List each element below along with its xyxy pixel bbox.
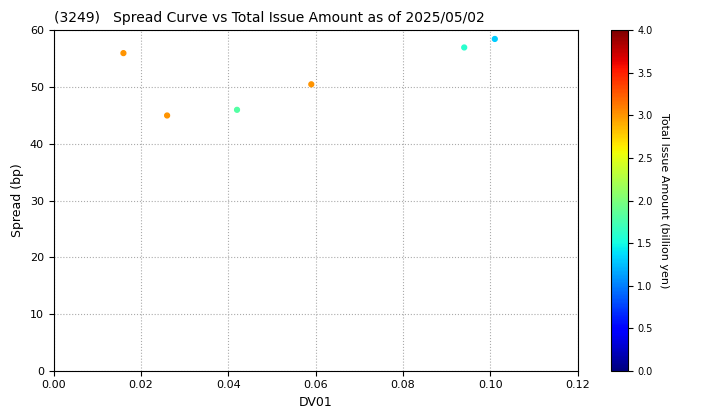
Text: (3249)   Spread Curve vs Total Issue Amount as of 2025/05/02: (3249) Spread Curve vs Total Issue Amoun… <box>53 11 485 25</box>
Y-axis label: Total Issue Amount (billion yen): Total Issue Amount (billion yen) <box>660 113 670 288</box>
Point <box>161 112 173 119</box>
X-axis label: DV01: DV01 <box>299 396 333 409</box>
Point <box>305 81 317 88</box>
Point <box>489 36 500 42</box>
Point <box>231 106 243 113</box>
Point <box>117 50 129 56</box>
Point <box>459 44 470 51</box>
Y-axis label: Spread (bp): Spread (bp) <box>11 164 24 237</box>
